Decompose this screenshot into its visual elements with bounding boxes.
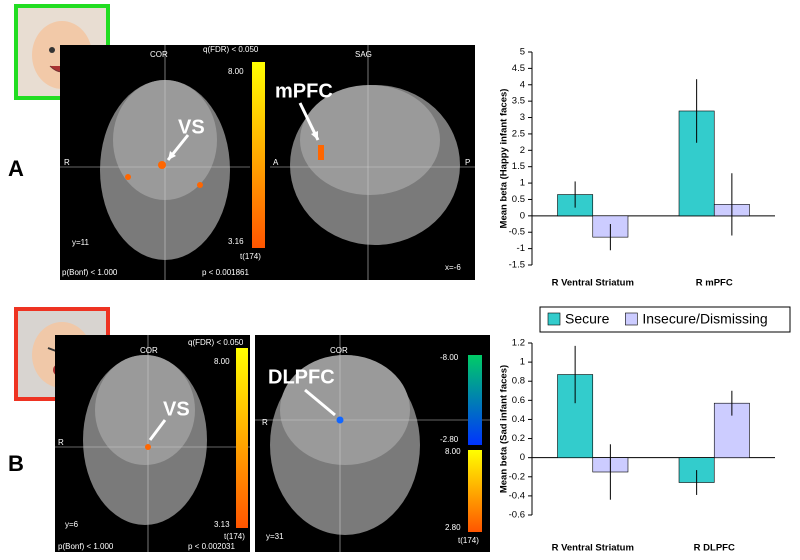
stat-label: t(174) xyxy=(224,532,245,541)
orientation: R xyxy=(58,438,64,447)
y-tick-label: 0.4 xyxy=(512,414,525,425)
colorbar-min: 3.16 xyxy=(228,237,244,246)
region-label: DLPFC xyxy=(268,366,335,388)
x-tick-label: R DLPFC xyxy=(694,543,735,554)
y-tick-label: 0.5 xyxy=(512,194,525,205)
legend: Secure Insecure/Dismissing xyxy=(539,306,791,333)
p-label: p < 0.001861 xyxy=(202,268,249,277)
region-label: mPFC xyxy=(275,80,333,102)
y-tick-label: 1 xyxy=(520,178,525,189)
view-label: COR xyxy=(140,346,158,355)
x-tick-label: R mPFC xyxy=(696,278,733,289)
y-tick-label: 4 xyxy=(520,79,525,90)
y-tick-label: 0 xyxy=(520,210,525,221)
brain-panel-b2: COR -8.00 -2.80 8.00 2.80 t(174) y=31 R … xyxy=(255,335,490,552)
orientation: R xyxy=(64,158,70,167)
y-tick-label: 2.5 xyxy=(512,128,525,139)
legend-swatch xyxy=(625,312,638,326)
y-tick-label: 1.5 xyxy=(512,161,525,172)
bonf-label: p(Bonf) < 1.000 xyxy=(62,268,118,277)
y-tick-label: 2 xyxy=(520,145,525,156)
colorbar-max: 8.00 xyxy=(445,447,461,456)
slice-label: x=-6 xyxy=(445,263,461,272)
slice-label: y=6 xyxy=(65,520,79,529)
y-tick-label: -1.5 xyxy=(509,260,525,271)
y-tick-label: 0.6 xyxy=(512,395,525,406)
legend-box xyxy=(539,306,791,333)
y-axis-label: Mean beta (Sad infant faces) xyxy=(499,365,510,493)
y-tick-label: -0.6 xyxy=(509,510,525,521)
panel-label: B xyxy=(8,451,24,476)
view-label: COR xyxy=(150,50,168,59)
colorbar-min: -2.80 xyxy=(440,435,459,444)
panel-label: A xyxy=(8,156,24,181)
colorbar-max: -8.00 xyxy=(440,353,459,362)
orientation: A xyxy=(273,158,279,167)
y-axis-label: Mean beta (Happy infant faces) xyxy=(499,89,510,229)
region-label: VS xyxy=(178,116,205,138)
y-tick-label: 3 xyxy=(520,112,525,123)
brain-panel-a: COR q(FDR) < 0.050 8.00 3.16 t(174) y=11… xyxy=(60,45,475,280)
stat-label: t(174) xyxy=(240,252,261,261)
brain-panel-b1: COR q(FDR) < 0.050 8.00 3.13 t(174) y=6 … xyxy=(55,335,250,552)
y-tick-label: 4.5 xyxy=(512,63,525,74)
legend-label: Insecure/Dismissing xyxy=(642,311,767,327)
colorbar-min: 2.80 xyxy=(445,523,461,532)
p-label: p < 0.002031 xyxy=(188,542,235,551)
legend-label: Secure xyxy=(565,311,610,327)
view-label: SAG xyxy=(355,50,372,59)
y-tick-label: -0.2 xyxy=(509,471,525,482)
y-tick-label: 1.2 xyxy=(512,338,525,349)
orientation: P xyxy=(465,158,470,167)
y-tick-label: 3.5 xyxy=(512,96,525,107)
threshold: q(FDR) < 0.050 xyxy=(203,45,259,54)
x-tick-label: R Ventral Striatum xyxy=(552,278,634,289)
slice-label: y=11 xyxy=(72,238,90,247)
y-tick-label: 0 xyxy=(520,452,525,463)
y-tick-label: 5 xyxy=(520,47,525,58)
y-tick-label: 1 xyxy=(520,357,525,368)
y-tick-label: -1 xyxy=(517,243,525,254)
colorbar-max: 8.00 xyxy=(228,67,244,76)
stat-label: t(174) xyxy=(458,536,479,545)
y-tick-label: 0.2 xyxy=(512,433,525,444)
region-label: VS xyxy=(163,398,190,420)
y-tick-label: -0.4 xyxy=(509,490,525,501)
x-tick-label: R Ventral Striatum xyxy=(552,543,634,554)
orientation: R xyxy=(262,418,268,427)
colorbar-max: 8.00 xyxy=(214,357,230,366)
colorbar-min: 3.13 xyxy=(214,520,230,529)
view-label: COR xyxy=(330,346,348,355)
bonf-label: p(Bonf) < 1.000 xyxy=(58,542,114,551)
y-tick-label: -0.5 xyxy=(509,227,525,238)
y-tick-label: 0.8 xyxy=(512,376,525,387)
slice-label: y=31 xyxy=(266,532,284,541)
threshold: q(FDR) < 0.050 xyxy=(188,338,244,347)
legend-swatch xyxy=(547,312,561,326)
